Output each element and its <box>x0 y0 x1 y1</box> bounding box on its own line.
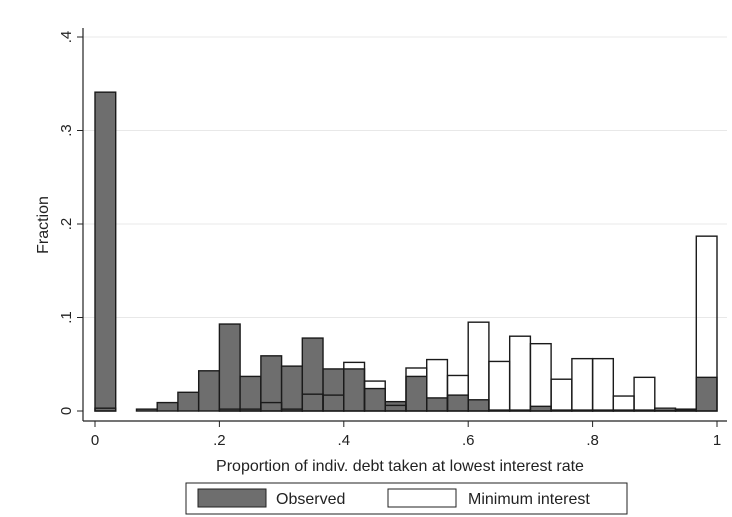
bar-minimum-interest-17 <box>550 378 573 412</box>
bar-minimum-interest-18 <box>571 357 594 412</box>
legend-swatch-minimum-interest <box>387 488 457 508</box>
legend-label-observed: Observed <box>276 491 345 508</box>
bar-observed-17 <box>467 399 490 412</box>
x-tick-label-3: .6 <box>462 432 475 449</box>
legend-swatch-observed <box>197 488 267 508</box>
x-tick-label-2: .4 <box>338 432 351 449</box>
bar-minimum-interest-8 <box>363 380 386 412</box>
y-tick-label-0: 0 <box>58 407 75 415</box>
bar-minimum-interest-21 <box>633 376 656 412</box>
bar-minimum-interest-16 <box>529 342 552 412</box>
gridlines <box>83 36 727 318</box>
bar-observed-12 <box>363 387 386 412</box>
bar-observed-1 <box>135 408 158 412</box>
y-axis-ticks: 0 .1 .2 .3 .4 <box>58 31 83 415</box>
y-tick-label-3: .3 <box>58 124 75 137</box>
y-tick-label-2: .2 <box>58 218 75 231</box>
bar-minimum-interest-13 <box>467 321 490 412</box>
bar-observed-0 <box>94 91 117 412</box>
bar-minimum-interest-19 <box>591 357 615 412</box>
legend: Observed Minimum interest <box>185 482 628 515</box>
x-tick-label-0: 0 <box>91 432 99 449</box>
bar-observed-15 <box>426 397 449 412</box>
bar-observed-4 <box>197 370 221 412</box>
x-tick-label-5: 1 <box>713 432 721 449</box>
y-axis-title: Fraction <box>35 196 52 254</box>
x-tick-label-1: .2 <box>213 432 226 449</box>
y-tick-label-4: .4 <box>58 31 75 44</box>
bar-observed-9 <box>301 337 324 412</box>
bar-minimum-interest-15 <box>508 335 532 412</box>
observed-bars <box>94 91 718 412</box>
bar-observed-8 <box>280 365 304 412</box>
bar-observed-20 <box>529 405 552 412</box>
bar-observed-5 <box>218 323 241 412</box>
bar-minimum-interest-0 <box>94 407 117 412</box>
bar-observed-13 <box>384 400 407 412</box>
bar-observed-11 <box>343 368 366 412</box>
bar-minimum-interest-14 <box>488 360 511 412</box>
legend-label-minimum-interest: Minimum interest <box>468 491 590 508</box>
x-axis-ticks: 0 .2 .4 .6 .8 1 <box>91 421 721 449</box>
bar-minimum-interest-24 <box>695 235 718 412</box>
y-tick-label-1: .1 <box>58 311 75 324</box>
bar-observed-6 <box>239 375 262 412</box>
bar-minimum-interest-20 <box>612 395 635 412</box>
bar-observed-16 <box>446 394 469 412</box>
bar-minimum-interest-3 <box>260 401 283 412</box>
x-axis-title: Proportion of indiv. debt taken at lowes… <box>216 458 584 475</box>
minimum-interest-bars <box>94 235 718 412</box>
bar-observed-28 <box>695 376 718 412</box>
x-tick-label-4: .8 <box>586 432 599 449</box>
bar-observed-3 <box>177 391 200 412</box>
bar-observed-10 <box>322 368 345 412</box>
bar-observed-2 <box>156 401 179 412</box>
bar-observed-14 <box>405 375 428 412</box>
